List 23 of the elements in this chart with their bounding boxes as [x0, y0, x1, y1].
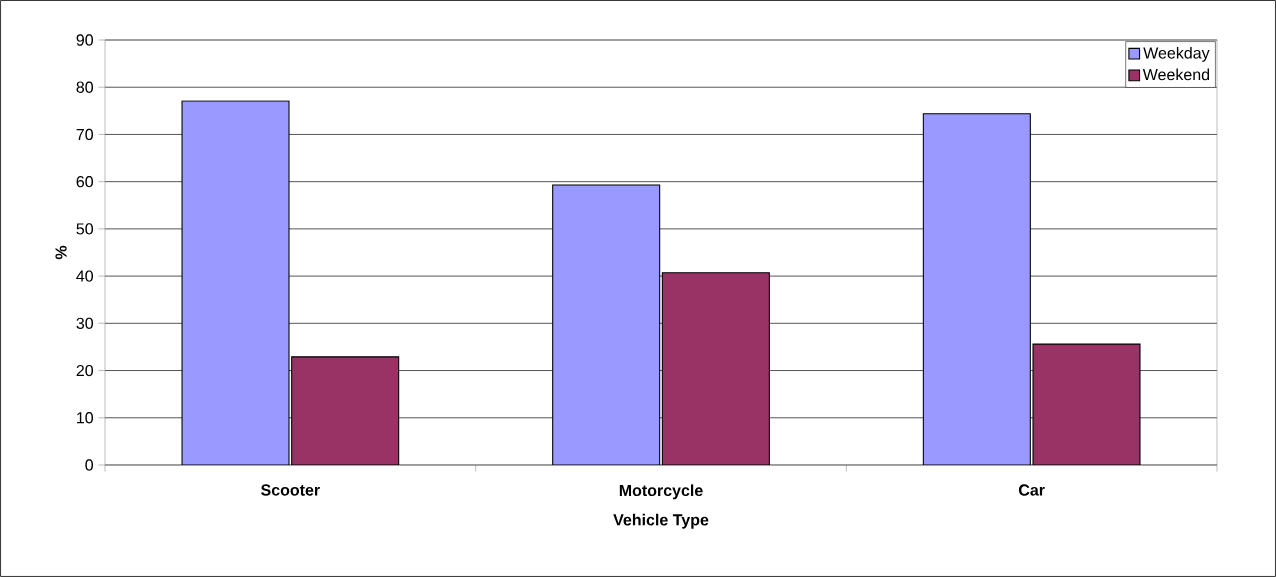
bar	[552, 184, 661, 465]
y-tick-label: 80	[76, 81, 94, 93]
y-tick-label: 10	[77, 412, 94, 424]
y-tick-label: 40	[76, 270, 94, 282]
y-tick-label: 0	[85, 459, 94, 471]
x-tick-label: Scooter	[261, 484, 320, 496]
y-tick-label: 50	[76, 223, 94, 235]
y-tick-label: 70	[76, 128, 94, 141]
x-tick-label: Car	[1018, 484, 1045, 496]
x-tick-label: Motorcycle	[619, 484, 703, 500]
y-tick-label: 60	[76, 176, 94, 188]
bar	[181, 100, 290, 465]
y-tick-label: 90	[76, 34, 94, 46]
bar	[661, 272, 770, 465]
bar	[291, 356, 400, 465]
x-axis-title: Vehicle Type	[613, 513, 709, 529]
y-tick-label: 20	[76, 364, 94, 377]
y-tick-label: 30	[76, 317, 94, 329]
y-axis-title: %	[55, 245, 67, 260]
bar	[922, 113, 1031, 465]
legend-label: Weekend	[1142, 68, 1210, 81]
bar	[1032, 343, 1141, 465]
legend-label: Weekday	[1143, 46, 1210, 62]
